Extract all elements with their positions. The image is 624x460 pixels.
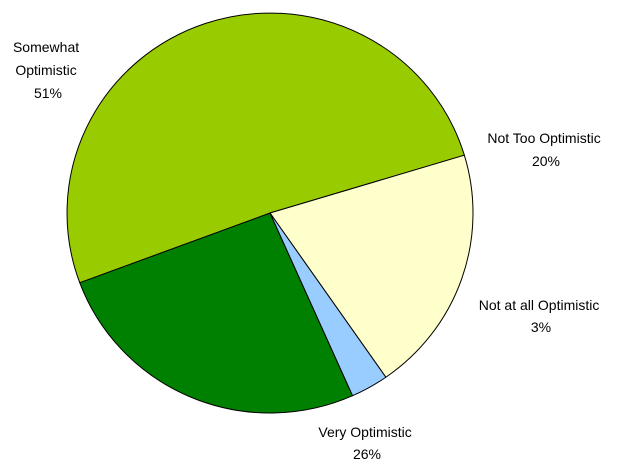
value-not-at-all-optimistic: 3% — [531, 319, 551, 335]
label-not-at-all-optimistic: Not at all Optimistic 3% — [479, 297, 603, 335]
label-not-too-text: Not Too Optimistic — [487, 130, 600, 146]
label-somewhat-line2: Optimistic — [15, 62, 76, 78]
label-very-text: Very Optimistic — [318, 424, 411, 440]
label-somewhat-optimistic: Somewhat Optimistic 51% — [13, 39, 83, 101]
slice-labels: Somewhat Optimistic 51% Not Too Optimist… — [13, 39, 604, 460]
value-very-optimistic: 26% — [353, 446, 381, 460]
pie-slice-very-optimistic — [79, 212, 354, 414]
label-not-at-all-text: Not at all Optimistic — [479, 297, 600, 313]
pie-slices — [66, 12, 474, 414]
label-very-optimistic: Very Optimistic 26% — [318, 424, 415, 460]
label-not-too-optimistic: Not Too Optimistic 20% — [487, 130, 604, 169]
value-somewhat-optimistic: 51% — [34, 85, 62, 101]
pie-slice-not-at-all-optimistic — [269, 212, 387, 397]
pie-slice-somewhat-optimistic — [66, 12, 465, 284]
label-somewhat-line1: Somewhat — [13, 39, 79, 55]
value-not-too-optimistic: 20% — [532, 153, 560, 169]
pie-slice-not-too-optimistic — [269, 154, 474, 378]
